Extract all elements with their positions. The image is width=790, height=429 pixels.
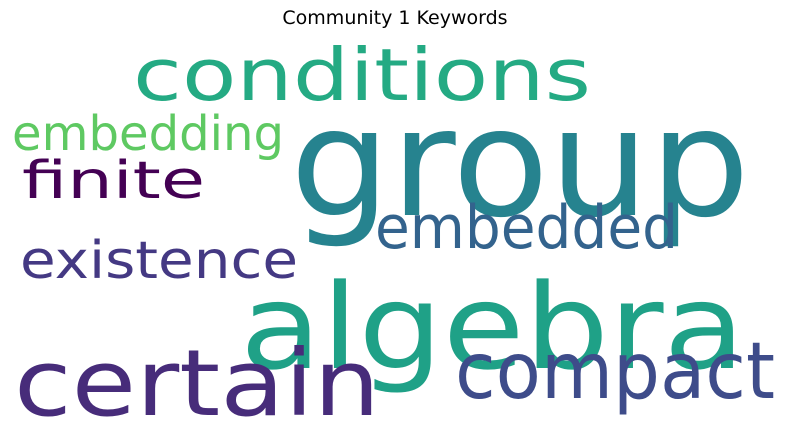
word-compact: compact [455, 327, 775, 417]
word-finite: finite [22, 151, 205, 211]
word-conditions: conditions [133, 33, 591, 117]
word-existence: existence [20, 231, 298, 291]
figure-title: Community 1 Keywords [282, 7, 508, 29]
word-group: group [290, 77, 750, 251]
word-algebra: algebra [240, 258, 745, 396]
word-certain: certain [14, 330, 380, 429]
word-embedding: embedding [12, 106, 284, 162]
word-embedded: embedded [375, 193, 678, 263]
